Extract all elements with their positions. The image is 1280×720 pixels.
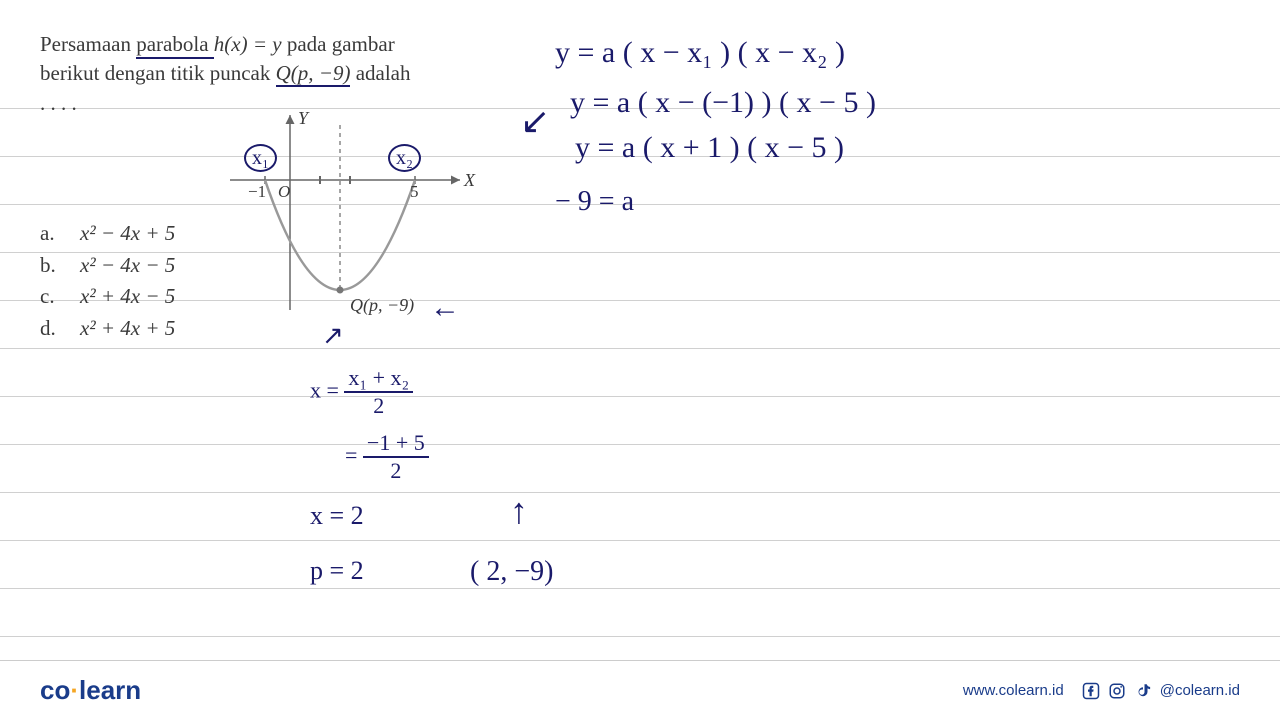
q-eq: h(x) = y [214,32,282,56]
tiktok-icon[interactable] [1134,682,1152,700]
choice-d-label: d. [40,313,60,345]
choice-a-label: a. [40,218,60,250]
hw-xmid2: = −1 + 5 2 [345,430,429,485]
xmid-den: 2 [344,393,413,419]
choice-c-label: c. [40,281,60,313]
q-post: pada gambar [282,32,395,56]
choice-b: b. x² − 4x − 5 [40,250,1240,282]
q-pre: Persamaan [40,32,136,56]
q2-pre: berikut dengan titik puncak [40,61,276,85]
xmid2-num: −1 + 5 [363,430,429,458]
choice-d-expr: x² + 4x + 5 [80,313,175,345]
choice-a-expr: x² − 4x + 5 [80,218,175,250]
hw-peq: p = 2 [310,555,364,586]
xmid-lhs: x = [310,377,339,402]
footer: co·learn www.colearn.id @colearn.id [0,660,1280,720]
choice-b-label: b. [40,250,60,282]
choice-b-expr: x² − 4x − 5 [80,250,175,282]
answer-choices: a. x² − 4x + 5 b. x² − 4x − 5 c. x² + 4x − … [40,218,1240,344]
content-area: Persamaan parabola h(x) = y pada gambar … [0,0,1280,374]
choice-c-expr: x² + 4x − 5 [80,281,175,313]
eq-sign: = [345,442,357,467]
social-icons: @colearn.id [1082,682,1240,700]
choice-a: a. x² − 4x + 5 [40,218,1240,250]
instagram-icon[interactable] [1108,682,1126,700]
choice-d: d. x² + 4x + 5 [40,313,1240,345]
xmid2-frac: −1 + 5 2 [363,430,429,485]
footer-url[interactable]: www.colearn.id [963,682,1064,699]
question-text: Persamaan parabola h(x) = y pada gambar … [40,30,480,118]
logo-learn: learn [79,675,141,705]
q-dots: . . . . [40,91,77,115]
choice-c: c. x² + 4x − 5 [40,281,1240,313]
facebook-icon[interactable] [1082,682,1100,700]
footer-right: www.colearn.id @colearn.id [963,682,1240,700]
logo: co·learn [40,675,141,706]
q2-q: Q(p, −9) [276,61,351,87]
footer-handle[interactable]: @colearn.id [1160,682,1240,699]
q2-post: adalah [350,61,410,85]
hw-xmid3: x = 2 [310,500,364,531]
hw-point: ( 2, −9) [470,555,553,589]
arrow-up-icon: ↑ [510,490,528,533]
logo-dot: · [70,675,79,705]
xmid2-den: 2 [363,458,429,484]
logo-co: co [40,675,70,705]
q-underline: parabola [136,32,214,59]
